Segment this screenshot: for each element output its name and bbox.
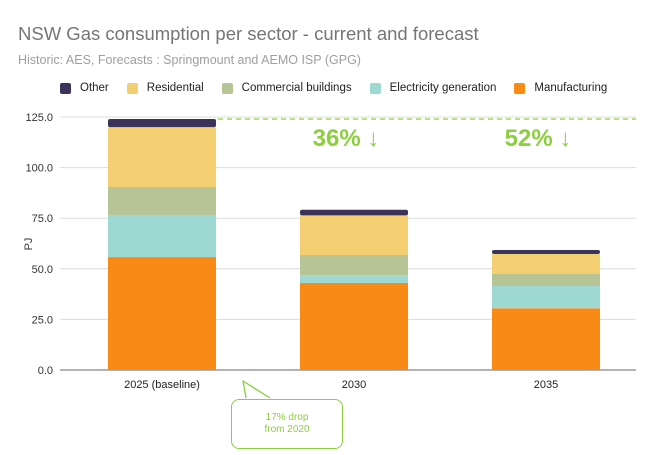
bar-segment-residential bbox=[108, 127, 216, 188]
legend-label: Other bbox=[80, 82, 109, 94]
legend-swatch bbox=[126, 82, 138, 94]
legend: Other Residential Commercial buildings Elec… bbox=[60, 82, 625, 94]
callout-pointer bbox=[242, 380, 271, 399]
y-tick-label: 50.0 bbox=[32, 264, 53, 276]
bar-segment-electricity-generation bbox=[300, 275, 408, 283]
callout-line-2: from 2020 bbox=[264, 424, 310, 435]
legend-item: Electricity generation bbox=[369, 82, 497, 94]
callout-line-1: 17% drop bbox=[265, 412, 309, 423]
legend-item: Commercial buildings bbox=[221, 82, 352, 94]
legend-item: Manufacturing bbox=[514, 82, 607, 94]
legend-item: Residential bbox=[126, 82, 204, 94]
bar-segment-manufacturing bbox=[108, 257, 216, 370]
y-tick-label: 125.0 bbox=[25, 112, 53, 124]
legend-label: Electricity generation bbox=[389, 82, 497, 94]
bar-segment-commercial-buildings bbox=[300, 255, 408, 276]
legend-label: Residential bbox=[146, 82, 204, 94]
legend-item: Other bbox=[60, 82, 109, 94]
legend-label: Commercial buildings bbox=[241, 82, 352, 94]
legend-label: Manufacturing bbox=[534, 82, 608, 94]
bar-segment-electricity-generation bbox=[492, 286, 600, 309]
bar-segment-manufacturing bbox=[300, 282, 408, 370]
x-tick-label: 2030 bbox=[342, 379, 366, 391]
bar-segment-electricity-generation bbox=[108, 214, 216, 258]
y-tick-label: 75.0 bbox=[32, 213, 53, 225]
bar-segment-other bbox=[108, 119, 216, 128]
bar-segment-other bbox=[492, 249, 600, 255]
y-axis-label: PJ bbox=[23, 238, 35, 251]
bar-segment-commercial-buildings bbox=[492, 273, 600, 287]
y-tick-label: 100.0 bbox=[25, 163, 53, 175]
legend-swatch bbox=[221, 82, 233, 94]
chart-title: NSW Gas consumption per sector - current… bbox=[18, 23, 479, 44]
x-tick-label: 2035 bbox=[534, 379, 558, 391]
y-tick-label: 0.0 bbox=[38, 365, 53, 377]
chart-subtitle: Historic: AES, Forecasts : Springmount a… bbox=[18, 53, 361, 67]
callout-annotation: 17% drop from 2020 bbox=[231, 399, 343, 449]
y-tick-label: 25.0 bbox=[32, 314, 53, 326]
drop-percentage-label: 36% ↓ bbox=[313, 125, 380, 152]
bar-segment-other bbox=[300, 209, 408, 216]
bar-segment-residential bbox=[492, 254, 600, 274]
bar-segment-commercial-buildings bbox=[108, 187, 216, 215]
legend-swatch bbox=[369, 82, 381, 94]
legend-swatch bbox=[514, 82, 526, 94]
drop-percentage-label: 52% ↓ bbox=[505, 125, 572, 152]
legend-swatch bbox=[60, 82, 71, 94]
bar-segment-residential bbox=[300, 215, 408, 256]
x-tick-label: 2025 (baseline) bbox=[124, 379, 200, 391]
bar-segment-manufacturing bbox=[492, 308, 600, 370]
